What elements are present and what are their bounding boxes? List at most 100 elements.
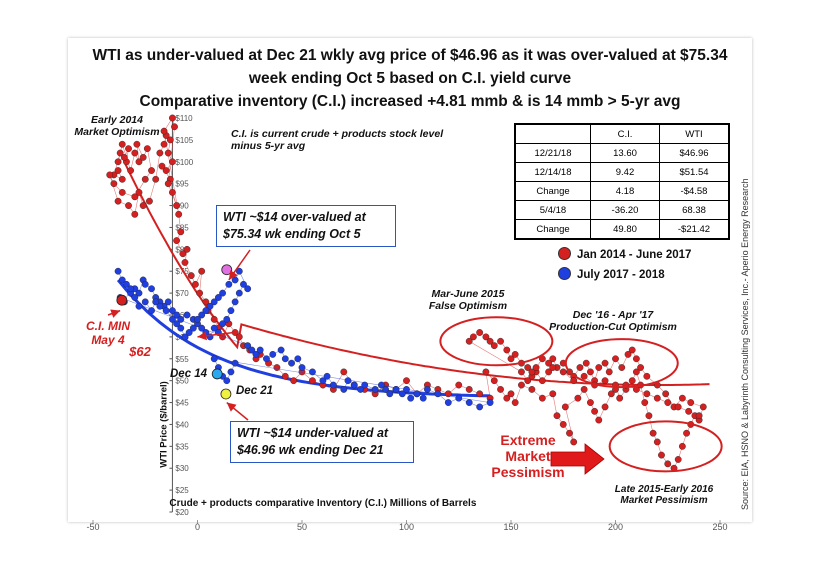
- blue-series-point: [177, 324, 185, 332]
- red-series-point: [643, 372, 651, 380]
- blue-series-point: [206, 302, 214, 310]
- x-tick-label: 50: [297, 522, 307, 532]
- red-series-point: [561, 403, 569, 411]
- prod-cut-label: Production-Cut Optimism: [549, 321, 677, 333]
- blue-series-point: [288, 359, 295, 367]
- red-series-point: [549, 364, 557, 371]
- blue-series-point: [350, 381, 358, 389]
- red-series-point: [559, 368, 567, 376]
- blue-series-point: [263, 355, 270, 363]
- extreme-pessimism-arrow: [550, 443, 605, 475]
- late-2015-label: Late 2015-Early 2016: [614, 484, 714, 495]
- red-series-point: [643, 390, 651, 398]
- red-series-point: [444, 390, 452, 398]
- red-series-point: [497, 337, 504, 345]
- y-tick-label: $105: [175, 136, 193, 145]
- red-series-point: [633, 355, 640, 363]
- blue-series-point: [378, 381, 385, 389]
- red-series-point: [114, 167, 122, 174]
- blue-series-point: [240, 280, 247, 288]
- highlight-point: [221, 264, 233, 276]
- blue-series-point: [413, 390, 421, 398]
- x-tick-label: 200: [608, 522, 623, 532]
- table-cell: 4.18: [590, 181, 660, 201]
- blue-series-point: [455, 394, 463, 402]
- red-series-point: [524, 364, 532, 371]
- blue-series-point: [123, 280, 130, 288]
- blue-series-point: [219, 289, 226, 297]
- y-tick-label: $30: [175, 464, 189, 473]
- market-optimism-label: Market Optimism: [74, 126, 160, 138]
- red-series-point: [486, 337, 494, 345]
- blue-series-point: [323, 372, 331, 380]
- blue-series-point: [419, 394, 427, 402]
- table-cell: -$4.58: [659, 181, 730, 201]
- red-series-point: [160, 140, 168, 148]
- red-series-point: [139, 153, 147, 161]
- over-valued-line2: $75.34 wk ending Oct 5: [223, 227, 361, 241]
- blue-series-point: [162, 307, 170, 315]
- red-series-point: [281, 372, 289, 380]
- legend-blue: July 2017 - 2018: [558, 267, 665, 281]
- blue-series-point: [135, 302, 143, 310]
- blue-series-point: [434, 390, 442, 398]
- x-axis-title: Crude + products comparative Inventory (…: [169, 498, 476, 509]
- blue-series-point: [127, 285, 135, 293]
- mar-june-label: Mar-June 2015: [431, 288, 505, 300]
- red-series-point: [538, 394, 546, 402]
- blue-series-point: [131, 294, 139, 301]
- red-series-point: [114, 158, 122, 166]
- ci-table: C.I. WTI 12/21/18 13.60 $46.96 12/14/18 9.4…: [514, 123, 730, 240]
- blue-series-point: [371, 386, 379, 393]
- red-series-point: [507, 355, 515, 363]
- blue-series-point: [141, 280, 149, 288]
- red-series-point: [524, 377, 532, 385]
- blue-series-point: [298, 364, 306, 371]
- red-series-point: [628, 377, 636, 385]
- red-series-point: [674, 403, 682, 411]
- red-series-point: [549, 355, 557, 363]
- red-series-point: [164, 149, 172, 157]
- red-series-point: [683, 429, 690, 437]
- x-tick-label: -50: [86, 522, 99, 532]
- red-series-point: [192, 280, 199, 288]
- false-optimism-label: False Optimism: [428, 300, 508, 312]
- blue-series-point: [309, 368, 316, 376]
- red-series-point: [152, 175, 160, 183]
- red-series-point: [580, 386, 588, 393]
- red-series-point: [146, 197, 153, 205]
- table-cell: 68.38: [659, 200, 730, 220]
- red-series-point: [196, 289, 203, 297]
- red-series-point: [518, 368, 525, 376]
- red-series-point: [290, 377, 298, 385]
- trend-lines: [116, 161, 710, 398]
- red-series-point: [591, 407, 598, 415]
- red-series-point: [166, 136, 174, 144]
- blue-series-point: [219, 320, 226, 328]
- blue-series-point: [486, 399, 494, 406]
- false-optimism-ellipse: [439, 316, 554, 367]
- legend-blue-label: July 2017 - 2018: [577, 269, 665, 281]
- red-series-point: [465, 386, 473, 393]
- red-series-point: [653, 438, 661, 446]
- red-series-point: [148, 167, 155, 174]
- blue-series-point: [231, 276, 239, 284]
- red-series-point: [624, 350, 632, 358]
- red-series-point: [125, 202, 132, 209]
- red-series-point: [518, 381, 525, 389]
- red-series-point: [641, 399, 649, 406]
- price-62-label: $62: [129, 344, 151, 359]
- red-series-point: [141, 175, 149, 183]
- over-valued-line1: WTI ~$14 over-valued at: [223, 210, 366, 224]
- legend-red-label: Jan 2014 - June 2017: [577, 249, 692, 261]
- red-series-point: [465, 337, 473, 345]
- blue-series-point: [225, 280, 233, 288]
- blue-series-point: [294, 355, 302, 363]
- red-series-point: [177, 228, 185, 236]
- under-valued-line1: WTI ~$14 under-valued at: [237, 426, 389, 440]
- ci-note-line1: C.I. is current crude + products stock l…: [231, 128, 444, 140]
- red-series-point: [637, 364, 644, 371]
- blue-series-point: [210, 324, 218, 332]
- production-cut-ellipse: [564, 338, 679, 389]
- red-series-point: [160, 127, 168, 135]
